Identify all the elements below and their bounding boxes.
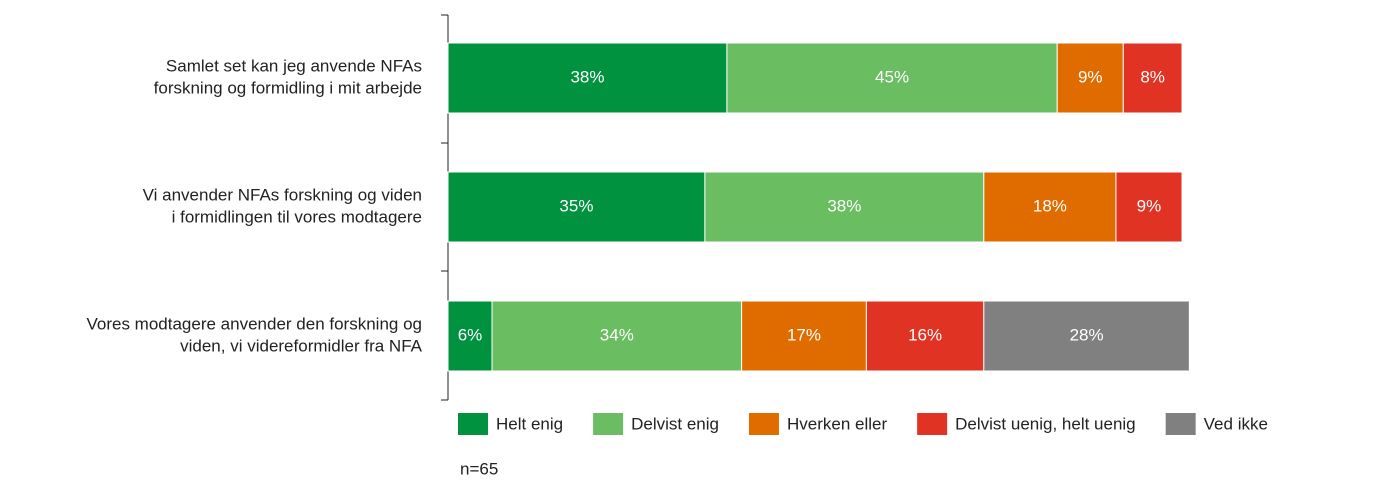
legend-label: Hverken eller — [787, 414, 887, 433]
value-label: 16% — [908, 325, 942, 344]
legend-swatch — [593, 413, 624, 435]
legend-label: Ved ikke — [1204, 414, 1268, 433]
value-label: 38% — [827, 196, 861, 215]
annotation: n=65 — [460, 459, 498, 478]
value-label: 45% — [875, 67, 909, 86]
category-label: Vores modtagere anvender den forskning o… — [86, 314, 422, 333]
legend-swatch — [748, 413, 779, 435]
bar-segment — [447, 300, 493, 372]
category-label: viden, vi videreformidler fra NFA — [180, 336, 423, 355]
value-label: 9% — [1137, 196, 1162, 215]
legend-label: Delvist enig — [631, 414, 719, 433]
legend-swatch — [1165, 413, 1196, 435]
legend-label: Helt enig — [496, 414, 563, 433]
category-label: Samlet set kan jeg anvende NFAs — [166, 56, 422, 75]
category-label: forskning og formidling i mit arbejde — [154, 78, 422, 97]
value-label: 35% — [559, 196, 593, 215]
legend-label: Delvist uenig, helt uenig — [955, 414, 1136, 433]
value-label: 28% — [1070, 325, 1104, 344]
bar-segment — [447, 42, 728, 114]
legend-swatch — [458, 413, 488, 435]
legend-swatch — [917, 413, 948, 435]
bar-segment — [741, 300, 867, 372]
bar-segment — [726, 42, 1058, 114]
category-label: Vi anvender NFAs forskning og viden — [143, 185, 422, 204]
value-label: 34% — [600, 325, 634, 344]
bar-segment — [983, 300, 1190, 372]
bar-segment — [447, 171, 706, 243]
bar-segment — [491, 300, 743, 372]
bar-segment — [1115, 171, 1183, 243]
bar-segment — [1122, 42, 1183, 114]
value-label: 38% — [570, 67, 604, 86]
value-label: 9% — [1078, 67, 1103, 86]
value-label: 17% — [787, 325, 821, 344]
bar-segment — [704, 171, 985, 243]
bar-segment — [1056, 42, 1124, 114]
category-label: i formidlingen til vores modtagere — [172, 207, 422, 226]
value-label: 6% — [458, 325, 483, 344]
value-label: 18% — [1033, 196, 1067, 215]
bar-segment — [983, 171, 1117, 243]
value-label: 8% — [1140, 67, 1165, 86]
